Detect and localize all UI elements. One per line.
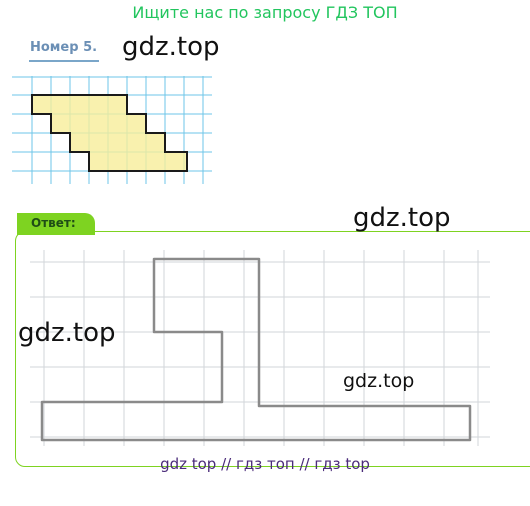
answer-label: Ответ:	[31, 216, 76, 230]
task-grid-figure	[12, 76, 212, 184]
watermark: gdz.top	[343, 370, 415, 392]
answer-grid-lines	[30, 250, 490, 446]
search-banner: Ищите нас по запросу ГДЗ ТОП	[132, 3, 398, 22]
footer-links[interactable]: gdz top // гдз топ // гдз top	[160, 455, 370, 473]
watermark: gdz.top	[353, 203, 451, 233]
answer-shape	[40, 257, 472, 442]
answer-tab	[17, 213, 95, 235]
answer-box	[15, 231, 530, 467]
watermark: gdz.top	[122, 32, 220, 62]
answer-grid-figure	[30, 250, 490, 446]
staircase-shape	[31, 94, 188, 172]
task-underline	[29, 60, 99, 62]
task-number: Номер 5.	[30, 40, 98, 55]
watermark: gdz.top	[18, 318, 116, 348]
